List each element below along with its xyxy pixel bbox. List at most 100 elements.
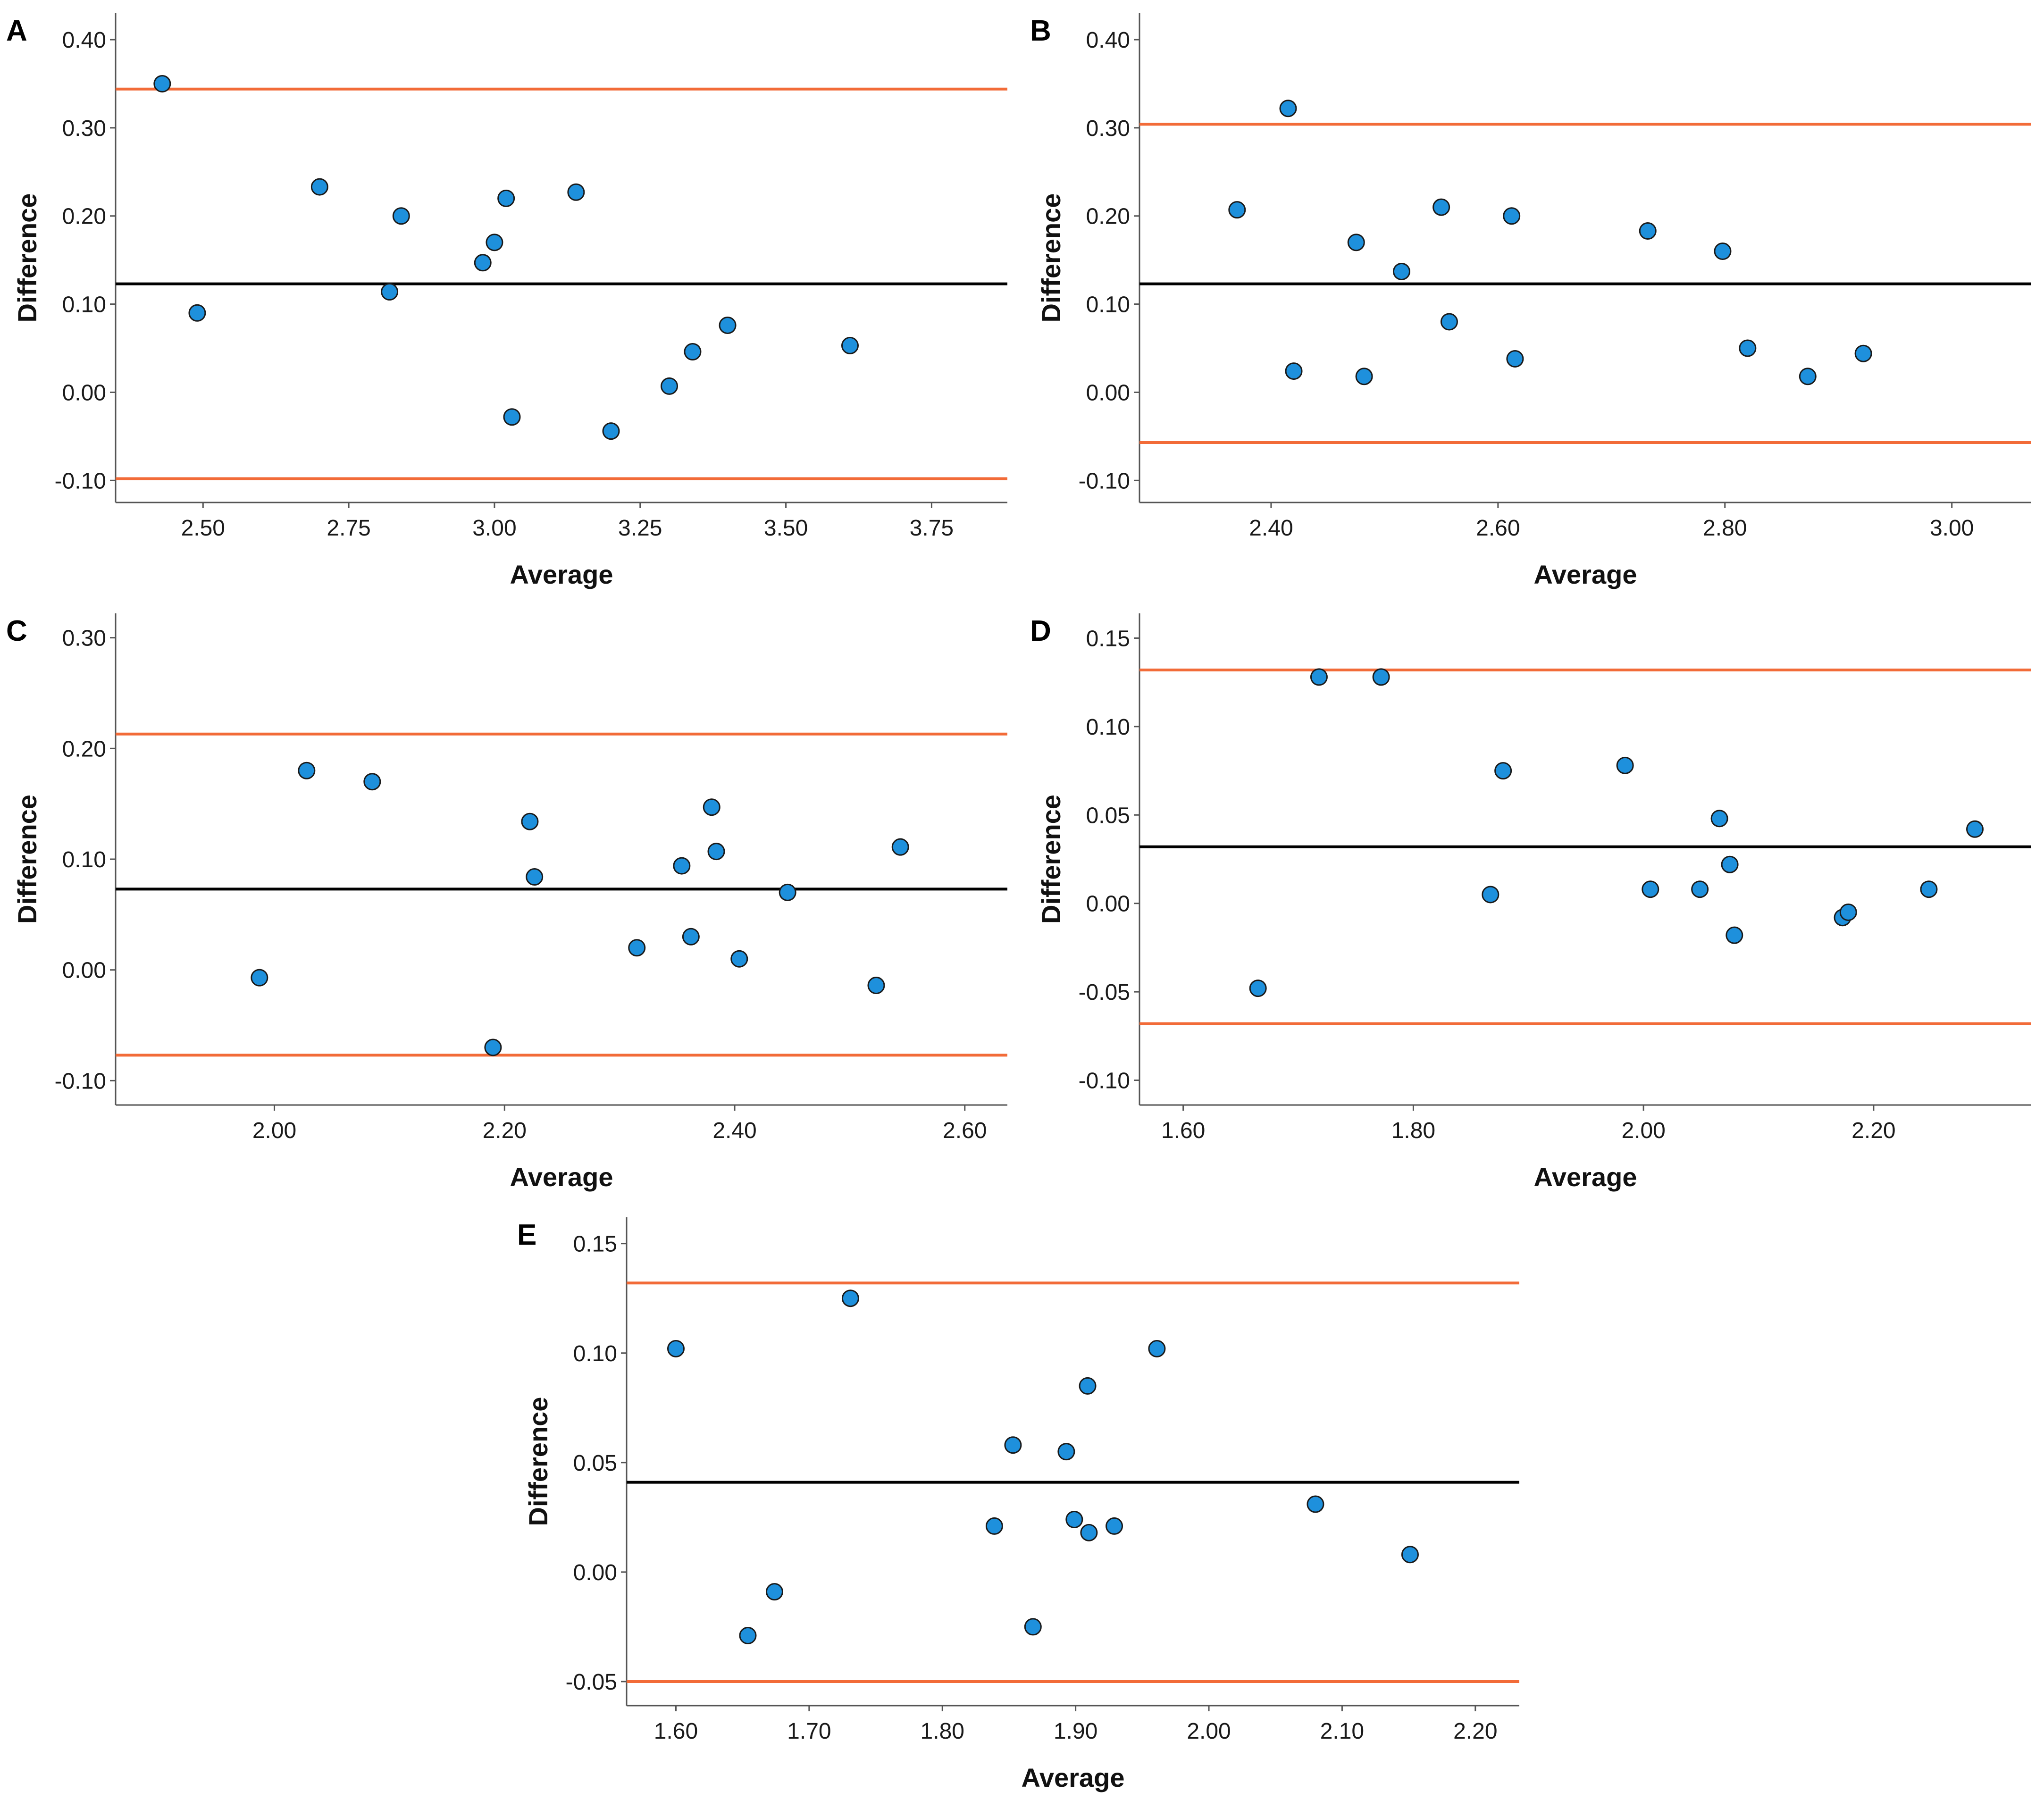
data-point [703,798,720,816]
data-point [381,283,399,301]
data-point [1854,344,1872,362]
x-tick-label: 3.00 [1930,516,1974,541]
x-axis-title: Average [1534,1162,1637,1192]
x-tick-label: 2.10 [1320,1719,1364,1744]
x-axis-title: Average [1022,1763,1125,1792]
x-tick-label: 2.00 [1187,1719,1231,1744]
data-point [1503,207,1521,225]
data-point [1839,903,1857,921]
data-point [1482,886,1499,904]
data-point [1506,350,1524,368]
data-point [484,1038,502,1056]
data-point [1347,234,1365,251]
y-axis-title: Difference [1036,795,1066,924]
x-tick-label: 2.00 [252,1118,296,1143]
y-tick-label: -0.05 [566,1670,617,1695]
y-tick-label: 0.10 [62,293,106,318]
x-tick-label: 3.50 [764,516,808,541]
y-tick-label: -0.10 [1079,1069,1130,1094]
data-point [667,1340,685,1357]
x-tick-label: 1.60 [654,1719,698,1744]
data-point [1639,222,1657,240]
data-point [486,234,503,251]
data-point [1057,1443,1075,1461]
panel-label: A [6,15,27,47]
data-point [707,843,725,861]
data-point [1080,1524,1098,1541]
data-point [1714,242,1732,260]
data-point [1004,1436,1022,1454]
data-point [1920,880,1938,898]
x-axis-title: Average [510,560,613,589]
data-point [1710,810,1728,828]
data-point [497,189,515,207]
data-point [1024,1618,1042,1636]
y-axis-title: Difference [523,1397,553,1526]
panel-e: -0.05 0.00 0.05 0.10 0.15 1.60 1.70 1.80 1.90 2.0… [517,1217,1519,1792]
data-point [392,207,410,225]
x-tick-label: 1.80 [1391,1118,1435,1143]
data-point [1432,198,1450,216]
panel-c: -0.10 0.00 0.10 0.20 0.30 2.00 2.20 2.40 2.60 Ave… [6,613,1007,1192]
y-tick-label: 0.05 [1086,803,1130,828]
data-point [682,928,700,946]
data-point [1966,820,1984,838]
data-point [779,883,796,901]
x-tick-label: 2.40 [1249,516,1293,541]
panel-d: -0.10 -0.05 0.00 0.05 0.10 0.15 1.60 1.80 2.00 2.… [1030,613,2031,1192]
panel-a: -0.10 0.00 0.10 0.20 0.30 0.40 2.50 2.75 3.00 3.2… [6,13,1007,589]
data-point [1642,880,1659,898]
data-point [251,969,268,987]
data-point [684,343,702,360]
x-tick-label: 3.75 [910,516,954,541]
x-tick-label: 3.00 [472,516,516,541]
y-tick-label: 0.15 [573,1232,617,1257]
y-tick-label: 0.30 [1086,116,1130,141]
data-point [363,773,381,791]
x-tick-label: 1.60 [1161,1118,1205,1143]
x-tick-label: 3.25 [618,516,662,541]
data-point [1726,926,1743,944]
y-tick-label: 0.20 [62,737,106,762]
data-point [503,408,521,426]
data-point [1307,1495,1324,1513]
data-point [1279,100,1297,117]
y-axis-title: Difference [12,193,42,323]
x-axis-title: Average [510,1162,613,1192]
y-tick-label: 0.00 [62,380,106,405]
y-tick-label: 0.10 [1086,715,1130,740]
data-point [673,857,691,875]
x-tick-label: 2.20 [1453,1719,1497,1744]
panel-label: E [517,1219,536,1251]
data-point [526,868,544,886]
data-point [602,422,620,440]
data-point [188,304,206,322]
data-point [841,336,859,354]
data-point [1616,756,1634,774]
data-point [1065,1510,1083,1528]
data-point [628,939,646,957]
y-tick-label: -0.10 [55,469,106,494]
data-point [867,977,885,995]
data-point [310,178,328,196]
x-tick-label: 2.20 [483,1118,527,1143]
data-point [1148,1340,1166,1357]
y-tick-label: 0.20 [62,204,106,229]
panel-label: C [6,615,27,647]
x-tick-label: 2.80 [1703,516,1747,541]
y-tick-label: 0.10 [62,847,106,872]
panel-label: B [1030,15,1051,47]
y-tick-label: 0.40 [1086,28,1130,53]
data-point [521,812,539,830]
data-point [153,75,171,92]
data-point [1355,368,1373,385]
y-tick-label: 0.00 [1086,892,1130,917]
x-tick-label: 1.90 [1054,1719,1097,1744]
data-point [1228,201,1246,219]
y-tick-label: 0.20 [1086,204,1130,229]
y-tick-label: 0.30 [62,116,106,141]
data-point [1372,668,1390,686]
data-point [1310,668,1328,686]
y-tick-label: 0.00 [1086,380,1130,405]
